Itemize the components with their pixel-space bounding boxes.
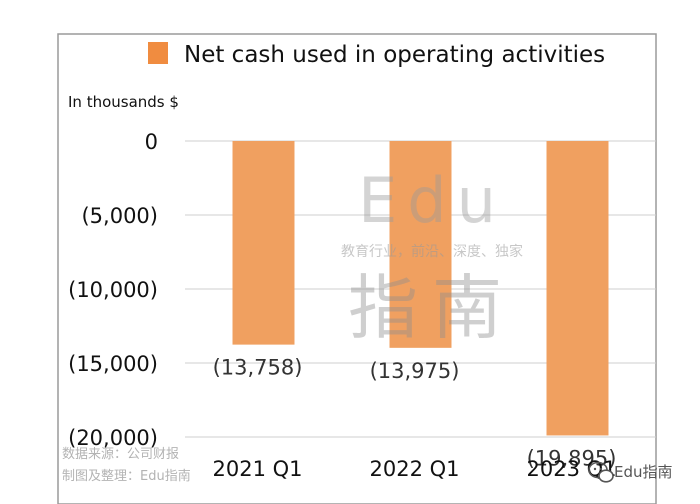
wechat-icon (588, 461, 614, 483)
legend-swatch (148, 42, 168, 64)
brand-badge: Edu指南 (588, 461, 673, 483)
watermark-tagline: 教育行业，前沿、深度、独家 (341, 243, 523, 260)
watermark-chinese: 指南 (348, 267, 516, 349)
bar (232, 141, 295, 345)
x-tick-labels: 2021 Q1 2022 Q1 2023 Q1 (212, 457, 616, 481)
chart-frame (57, 33, 657, 504)
bar (546, 141, 609, 436)
source-note-line2: 制图及整理：Edu指南 (62, 468, 191, 484)
source-note-line1: 数据来源：公司财报 (62, 447, 179, 462)
y-tick-label: 0 (145, 130, 158, 154)
y-tick-label: (5,000) (81, 204, 158, 228)
y-axis-label: In thousands $ (68, 93, 179, 111)
y-tick-label: (20,000) (68, 426, 158, 450)
y-tick-labels: 0 (5,000) (10,000) (15,000) (20,000) (68, 130, 158, 450)
data-label: (19,895) (527, 446, 617, 470)
x-tick-label: 2022 Q1 (369, 457, 459, 481)
bars (232, 141, 609, 436)
data-labels: (13,758) (13,975) (19,895) (213, 356, 617, 471)
bar (389, 141, 452, 348)
brand-name: Edu指南 (614, 463, 673, 481)
y-tick-label: (10,000) (68, 278, 158, 302)
data-label: (13,975) (370, 359, 460, 383)
y-tick-label: (15,000) (68, 352, 158, 376)
data-label: (13,758) (213, 356, 303, 380)
watermark-latin: Edu (358, 164, 506, 237)
watermark: Edu 教育行业，前沿、深度、独家 指南 (341, 164, 523, 349)
legend-label: Net cash used in operating activities (184, 42, 605, 68)
x-tick-label: 2021 Q1 (212, 457, 302, 481)
